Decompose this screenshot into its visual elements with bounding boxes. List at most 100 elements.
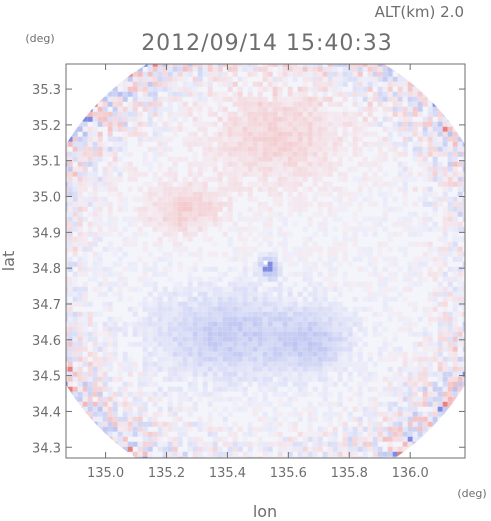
field-cell [142, 181, 148, 187]
field-cell [242, 141, 248, 147]
field-cell [142, 326, 148, 332]
field-cell [247, 171, 253, 177]
field-cell [247, 161, 253, 167]
field-cell [187, 251, 193, 257]
field-cell [237, 316, 243, 322]
field-cell [58, 292, 63, 297]
field-cell [218, 57, 223, 62]
field-cell [217, 76, 223, 82]
field-cell [277, 306, 283, 312]
field-cell [66, 151, 68, 157]
field-cell [317, 136, 323, 142]
field-cell [377, 76, 383, 82]
field-cell [43, 242, 48, 247]
field-cell [172, 166, 178, 172]
field-cell [342, 151, 348, 157]
field-cell [257, 371, 263, 377]
field-cell [182, 316, 188, 322]
field-cell [277, 126, 283, 132]
field-cell [347, 111, 353, 117]
field-cell [437, 151, 443, 157]
field-cell [242, 326, 248, 332]
field-cell [72, 396, 78, 402]
field-cell [457, 391, 463, 397]
field-cell [387, 381, 393, 387]
field-cell [342, 221, 348, 227]
field-cell [327, 256, 333, 262]
field-cell [72, 216, 78, 222]
field-cell [478, 322, 483, 327]
field-cell [277, 336, 283, 342]
field-cell [142, 151, 148, 157]
field-cell [387, 296, 393, 302]
field-cell [117, 296, 123, 302]
field-cell [102, 231, 108, 237]
field-cell [422, 331, 428, 337]
field-cell [162, 251, 168, 257]
field-cell [207, 391, 213, 397]
field-cell [147, 371, 153, 377]
field-cell [167, 86, 173, 92]
field-cell [267, 171, 273, 177]
field-cell [142, 381, 148, 387]
field-cell [427, 226, 433, 232]
field-cell [372, 91, 378, 97]
field-cell [53, 357, 58, 362]
field-cell [132, 401, 138, 407]
field-cell [312, 361, 318, 367]
field-cell [82, 246, 88, 252]
field-cell [412, 396, 418, 402]
field-cell [192, 81, 198, 87]
field-cell [322, 301, 328, 307]
field-cell [417, 436, 423, 442]
field-cell [97, 396, 103, 402]
field-cell [432, 221, 438, 227]
field-cell [483, 222, 488, 227]
field-cell [242, 96, 248, 102]
field-cell [66, 291, 68, 297]
field-cell [347, 341, 353, 347]
field-cell [317, 326, 323, 332]
field-cell [107, 431, 113, 437]
field-cell [402, 436, 408, 442]
field-cell [312, 386, 318, 392]
field-cell [442, 341, 448, 347]
field-cell [72, 166, 78, 172]
field-cell [292, 426, 298, 432]
field-cell [237, 121, 243, 127]
field-cell [152, 106, 158, 112]
field-cell [237, 116, 243, 122]
field-cell [92, 196, 98, 202]
field-cell [457, 256, 463, 262]
field-cell [422, 386, 428, 392]
field-cell [177, 391, 183, 397]
field-cell [262, 141, 268, 147]
field-cell [297, 346, 303, 352]
field-cell [432, 406, 438, 412]
field-cell [372, 176, 378, 182]
field-cell [427, 101, 433, 107]
field-cell [102, 186, 108, 192]
field-cell [422, 276, 428, 282]
field-cell [72, 331, 78, 337]
field-cell [212, 201, 218, 207]
field-cell [192, 356, 198, 362]
field-cell [282, 181, 288, 187]
field-cell [352, 196, 358, 202]
field-cell [422, 196, 428, 202]
field-cell [187, 311, 193, 317]
field-cell [357, 206, 363, 212]
field-cell [317, 401, 323, 407]
field-cell [212, 176, 218, 182]
field-cell [257, 406, 263, 412]
field-cell [422, 311, 428, 317]
field-cell [277, 101, 283, 107]
field-cell [402, 106, 408, 112]
field-cell [452, 246, 458, 252]
field-cell [307, 221, 313, 227]
field-cell [97, 186, 103, 192]
field-cell [382, 171, 388, 177]
field-cell [252, 236, 258, 242]
field-cell [447, 401, 453, 407]
field-cell [327, 436, 333, 442]
